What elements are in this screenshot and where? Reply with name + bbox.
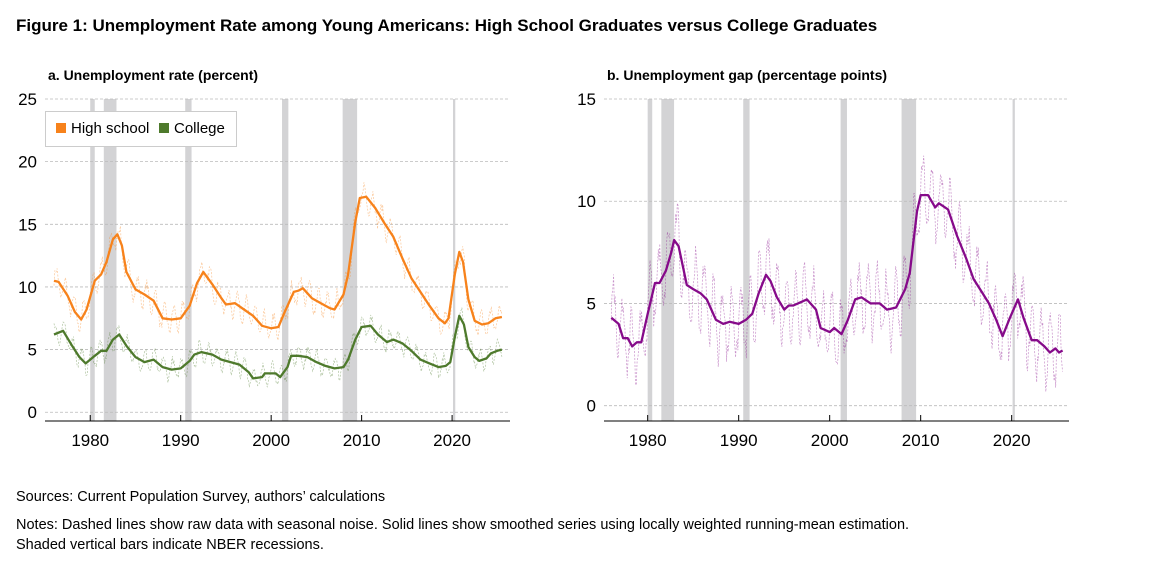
legend-label-college: College — [174, 120, 225, 137]
x-tick-label: 1990 — [720, 431, 758, 450]
smoothed-series-gap — [610, 193, 1064, 354]
y-tick-label: 5 — [587, 294, 596, 313]
recession-bar — [282, 99, 289, 421]
smoothed-series-college — [53, 314, 503, 380]
recession-bar — [453, 99, 456, 421]
notes-line-1: Notes: Dashed lines show raw data with s… — [16, 517, 910, 533]
recession-bar — [901, 99, 917, 421]
y-tick-label: 20 — [18, 153, 37, 172]
legend-swatch-high-school — [56, 123, 66, 133]
recession-bar — [90, 99, 95, 421]
y-tick-label: 15 — [577, 90, 596, 109]
y-tick-label: 25 — [18, 90, 37, 109]
y-tick-label: 15 — [18, 215, 37, 234]
legend: High school College — [45, 111, 237, 147]
y-tick-label: 10 — [18, 278, 37, 297]
x-tick-label: 1990 — [162, 431, 200, 450]
recession-bar — [661, 99, 675, 421]
y-tick-label: 5 — [28, 341, 37, 360]
x-tick-label: 2020 — [993, 431, 1031, 450]
sources-text: Sources: Current Population Survey, auth… — [16, 489, 386, 505]
figure-title: Figure 1: Unemployment Rate among Young … — [16, 16, 878, 35]
x-tick-label: 1980 — [629, 431, 667, 450]
x-tick-label: 2010 — [343, 431, 381, 450]
smoothed-series-high_school — [53, 195, 503, 330]
legend-label-high-school: High school — [71, 120, 150, 137]
recession-bar — [185, 99, 192, 421]
recession-bar — [1012, 99, 1015, 421]
x-tick-label: 2010 — [902, 431, 940, 450]
x-tick-label: 2000 — [252, 431, 290, 450]
y-tick-label: 0 — [28, 403, 37, 422]
panel-a-title: a. Unemployment rate (percent) — [48, 67, 259, 83]
x-tick-label: 2020 — [433, 431, 471, 450]
raw-series-college — [53, 307, 503, 388]
recession-bar — [840, 99, 847, 421]
y-tick-label: 10 — [577, 192, 596, 211]
x-tick-label: 1980 — [71, 431, 109, 450]
recession-bar — [647, 99, 653, 421]
x-tick-label: 2000 — [811, 431, 849, 450]
raw-series-high_school — [53, 182, 503, 341]
recession-bar — [743, 99, 750, 421]
panel-b-title: b. Unemployment gap (percentage points) — [607, 67, 888, 83]
raw-series-gap — [610, 155, 1063, 392]
notes-line-2: Shaded vertical bars indicate NBER reces… — [16, 537, 324, 553]
legend-swatch-college — [159, 123, 169, 133]
y-tick-label: 0 — [587, 397, 596, 416]
recession-bar — [103, 99, 117, 421]
